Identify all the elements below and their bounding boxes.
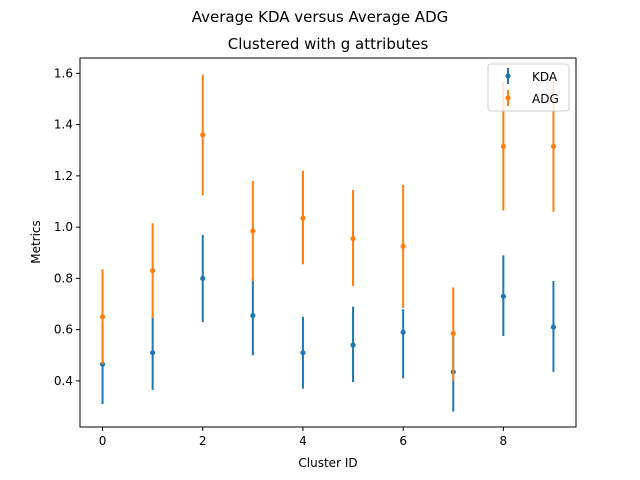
- y-tick-label: 0.8: [54, 271, 73, 285]
- data-point: [250, 228, 256, 234]
- series-adg: [99, 74, 557, 381]
- data-point: [300, 215, 306, 221]
- data-point: [150, 350, 156, 356]
- y-tick-label: 1.6: [54, 66, 73, 80]
- x-tick-label: 2: [199, 434, 207, 448]
- data-point: [300, 350, 306, 356]
- y-axis-label: Metrics: [29, 220, 43, 264]
- data-point: [450, 330, 456, 337]
- data-point: [350, 342, 356, 348]
- data-point: [200, 275, 206, 281]
- chart-suptitle: Average KDA versus Average ADG: [192, 8, 449, 26]
- legend-marker: [505, 73, 511, 79]
- series-kda: [99, 234, 557, 412]
- data-point: [550, 143, 557, 150]
- data-point: [500, 143, 506, 150]
- legend-label: KDA: [532, 70, 558, 84]
- y-tick-label: 1.0: [54, 220, 73, 234]
- plot-area: [99, 74, 557, 412]
- data-point: [150, 268, 156, 274]
- data-point: [99, 314, 106, 320]
- legend-marker: [505, 95, 511, 101]
- legend: KDA ADG: [487, 63, 570, 112]
- x-tick-label: 8: [500, 434, 508, 448]
- x-axis-label: Cluster ID: [298, 456, 357, 470]
- data-point: [500, 293, 506, 299]
- x-tick-label: 0: [99, 434, 107, 448]
- x-axis: 0 2 4 6 8: [99, 427, 507, 448]
- data-point: [550, 324, 557, 330]
- y-tick-label: 0.6: [54, 323, 73, 337]
- data-point: [400, 329, 406, 335]
- axes-frame: [79, 57, 577, 428]
- data-point: [400, 243, 406, 249]
- y-tick-label: 1.4: [54, 118, 73, 132]
- data-point: [250, 312, 256, 319]
- legend-label: ADG: [532, 92, 559, 106]
- chart-title: Clustered with g attributes: [228, 35, 429, 53]
- y-axis: 0.4 0.6 0.8 1.0 1.2 1.4 1.6: [54, 66, 80, 388]
- y-tick-label: 0.4: [54, 374, 73, 388]
- x-tick-label: 4: [299, 434, 307, 448]
- data-point: [200, 132, 206, 138]
- y-tick-label: 1.2: [54, 169, 73, 183]
- data-point: [350, 236, 356, 242]
- x-tick-label: 6: [399, 434, 407, 448]
